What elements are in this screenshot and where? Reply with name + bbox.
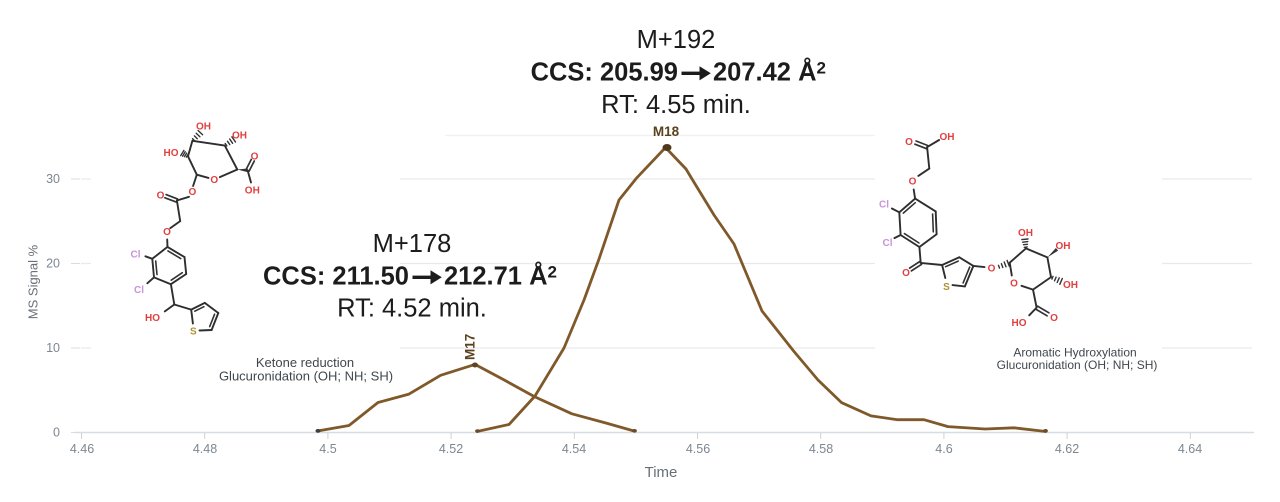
svg-text:4.58: 4.58 (809, 442, 833, 456)
svg-text:O: O (902, 268, 910, 279)
svg-text:OH: OH (940, 132, 955, 143)
svg-text:4.6: 4.6 (935, 442, 952, 456)
svg-text:O: O (251, 152, 259, 163)
svg-text:RT: 4.55 min.: RT: 4.55 min. (601, 91, 751, 119)
svg-text:HO: HO (145, 313, 160, 324)
svg-text:4.62: 4.62 (1055, 442, 1079, 456)
svg-text:Cl: Cl (131, 250, 141, 261)
svg-text:20: 20 (46, 257, 60, 271)
svg-text:Cl: Cl (883, 238, 893, 249)
svg-text:O: O (909, 177, 917, 188)
svg-text:4.46: 4.46 (70, 442, 94, 456)
svg-text:4.5: 4.5 (319, 442, 336, 456)
svg-text:30: 30 (46, 172, 60, 186)
svg-text:Ketone reduction: Ketone reduction (256, 355, 354, 370)
svg-text:O: O (1010, 279, 1018, 290)
svg-text:O: O (157, 191, 165, 202)
svg-text:O: O (1050, 313, 1058, 324)
svg-text:Glucuronidation (OH; NH; SH): Glucuronidation (OH; NH; SH) (219, 369, 393, 384)
svg-text:O: O (905, 137, 913, 148)
svg-text:Aromatic Hydroxylation: Aromatic Hydroxylation (1013, 346, 1136, 360)
svg-text:Glucuronidation (OH; NH; SH): Glucuronidation (OH; NH; SH) (997, 358, 1158, 372)
svg-text:OH: OH (1018, 228, 1033, 239)
svg-text:M18: M18 (653, 124, 680, 139)
svg-text:O: O (189, 187, 197, 198)
svg-text:Time: Time (645, 464, 678, 481)
svg-text:CCS: 205.99: CCS: 205.99 (531, 59, 678, 87)
svg-text:Cl: Cl (134, 285, 144, 296)
svg-text:CCS: 211.50: CCS: 211.50 (263, 263, 409, 291)
svg-text:OH: OH (1056, 241, 1071, 252)
svg-text:OH: OH (196, 122, 211, 133)
svg-text:4.54: 4.54 (562, 442, 586, 456)
svg-text:RT: 4.52 min.: RT: 4.52 min. (337, 295, 487, 323)
svg-text:212.71 Å2: 212.71 Å2 (444, 262, 557, 291)
svg-text:HO: HO (1012, 318, 1027, 329)
svg-text:207.42 Å2: 207.42 Å2 (713, 58, 826, 87)
svg-text:S: S (190, 327, 197, 338)
svg-text:S: S (943, 282, 950, 293)
svg-text:MS Signal %: MS Signal % (26, 244, 41, 319)
svg-text:0: 0 (53, 426, 60, 440)
svg-text:HO: HO (164, 148, 179, 159)
svg-text:OH: OH (232, 131, 247, 142)
svg-text:4.48: 4.48 (193, 442, 217, 456)
svg-text:4.52: 4.52 (439, 442, 463, 456)
svg-text:10: 10 (46, 341, 60, 355)
svg-text:OH: OH (245, 186, 260, 197)
svg-text:O: O (988, 264, 996, 275)
svg-text:4.56: 4.56 (686, 442, 710, 456)
svg-text:O: O (163, 227, 171, 238)
svg-text:4.64: 4.64 (1178, 442, 1202, 456)
svg-text:M17: M17 (463, 334, 478, 360)
svg-text:O: O (210, 175, 218, 186)
svg-text:M+178: M+178 (373, 230, 452, 258)
svg-text:OH: OH (1063, 280, 1078, 291)
svg-text:Cl: Cl (879, 200, 889, 211)
svg-text:M+192: M+192 (637, 26, 716, 54)
